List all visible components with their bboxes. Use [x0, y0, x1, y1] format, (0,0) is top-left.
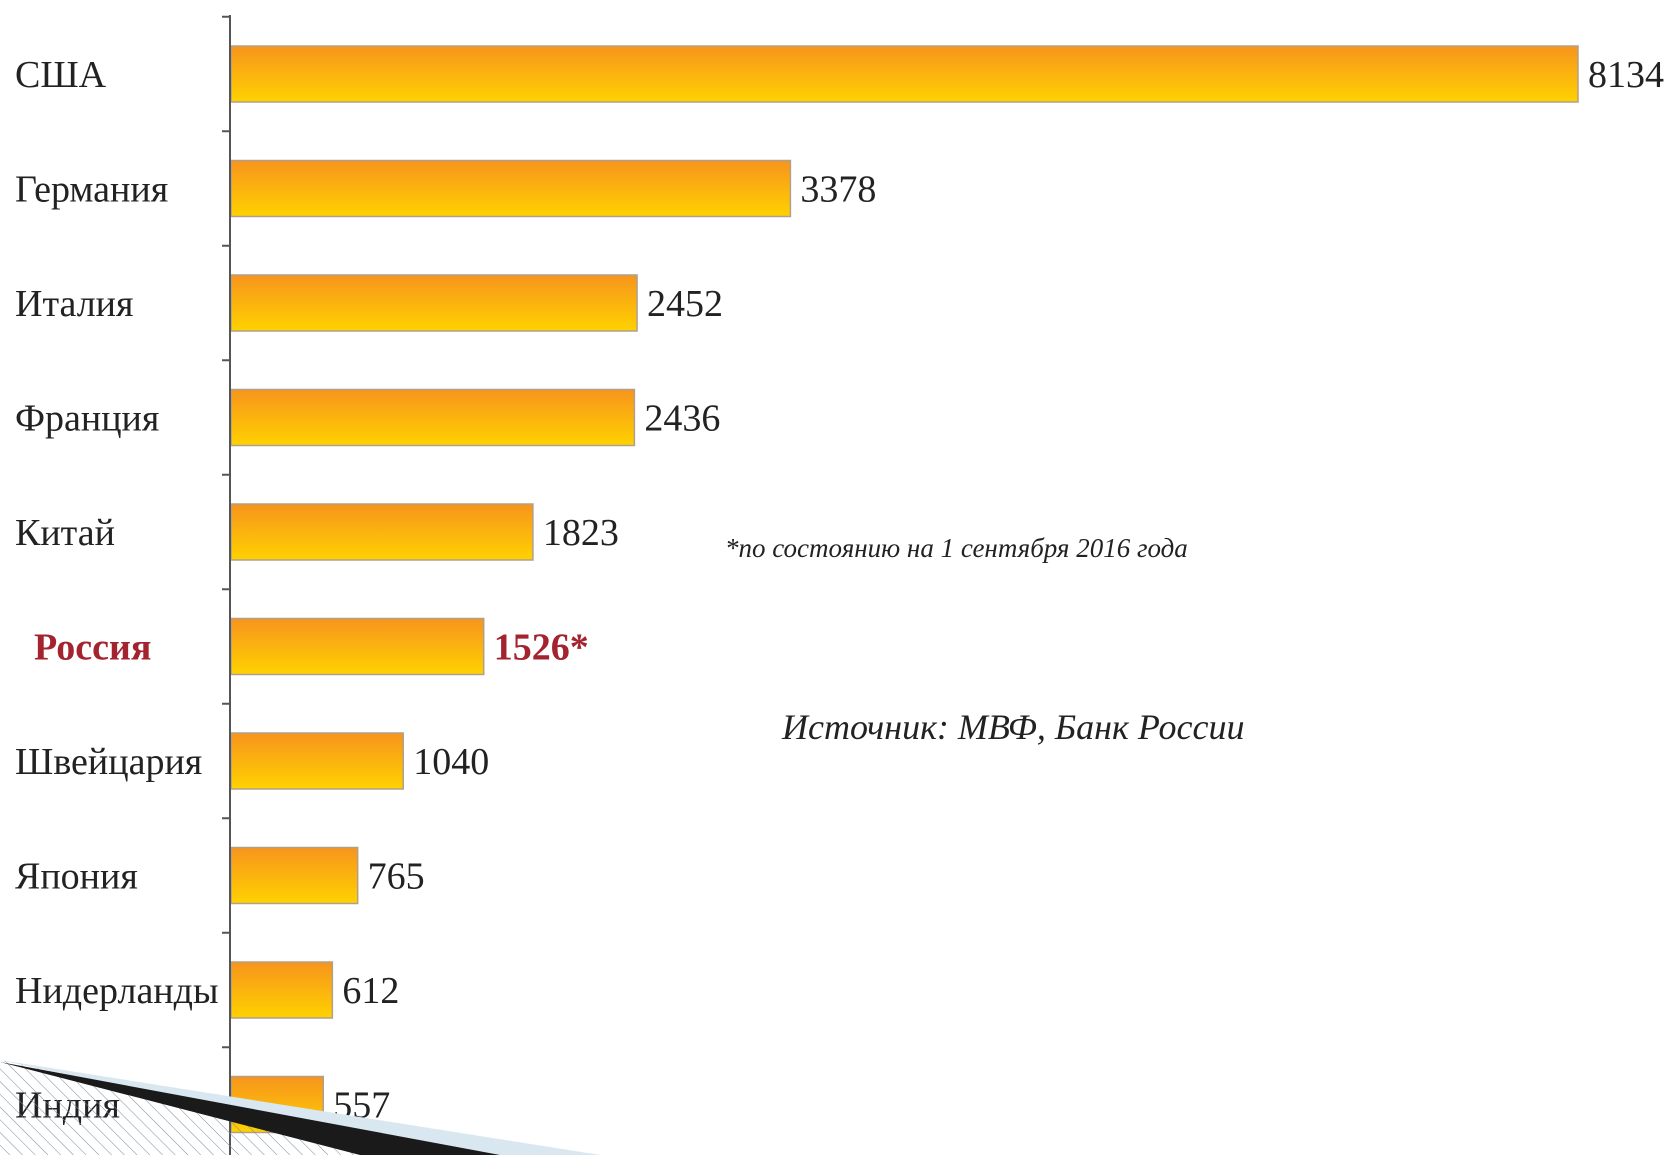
bar-6 — [230, 617, 485, 676]
source-note: Источник: МВФ, Банк России — [782, 707, 1245, 747]
value-label: 612 — [342, 970, 399, 1012]
category-label: Россия — [34, 627, 151, 669]
category-label: Швейцария — [15, 741, 202, 783]
category-label: Нидерланды — [15, 970, 219, 1012]
value-label: 3378 — [800, 169, 876, 211]
corner-decoration — [0, 1060, 600, 1155]
value-label: 8134 — [1588, 54, 1664, 96]
bar-3 — [230, 274, 638, 332]
value-label: 1526* — [494, 627, 589, 669]
value-label: 1823 — [543, 512, 619, 554]
bar-2 — [230, 159, 792, 218]
bar-5 — [230, 503, 534, 561]
category-label: США — [15, 54, 107, 96]
bar-7 — [230, 732, 404, 790]
category-label: Германия — [15, 169, 168, 211]
value-label: 1040 — [413, 741, 489, 783]
category-label: Китай — [15, 512, 115, 554]
value-label: 2452 — [647, 283, 723, 325]
category-label: Япония — [15, 856, 138, 898]
footnote: *по состоянию на 1 сентября 2016 года — [725, 533, 1188, 563]
bar-4 — [230, 388, 636, 447]
bar-9 — [230, 961, 334, 1019]
category-label: Италия — [15, 283, 134, 325]
bar-8 — [230, 846, 359, 905]
value-label: 765 — [368, 856, 425, 898]
value-label: 2436 — [644, 398, 720, 440]
category-label: Франция — [15, 398, 159, 440]
bar-1 — [230, 45, 1579, 103]
